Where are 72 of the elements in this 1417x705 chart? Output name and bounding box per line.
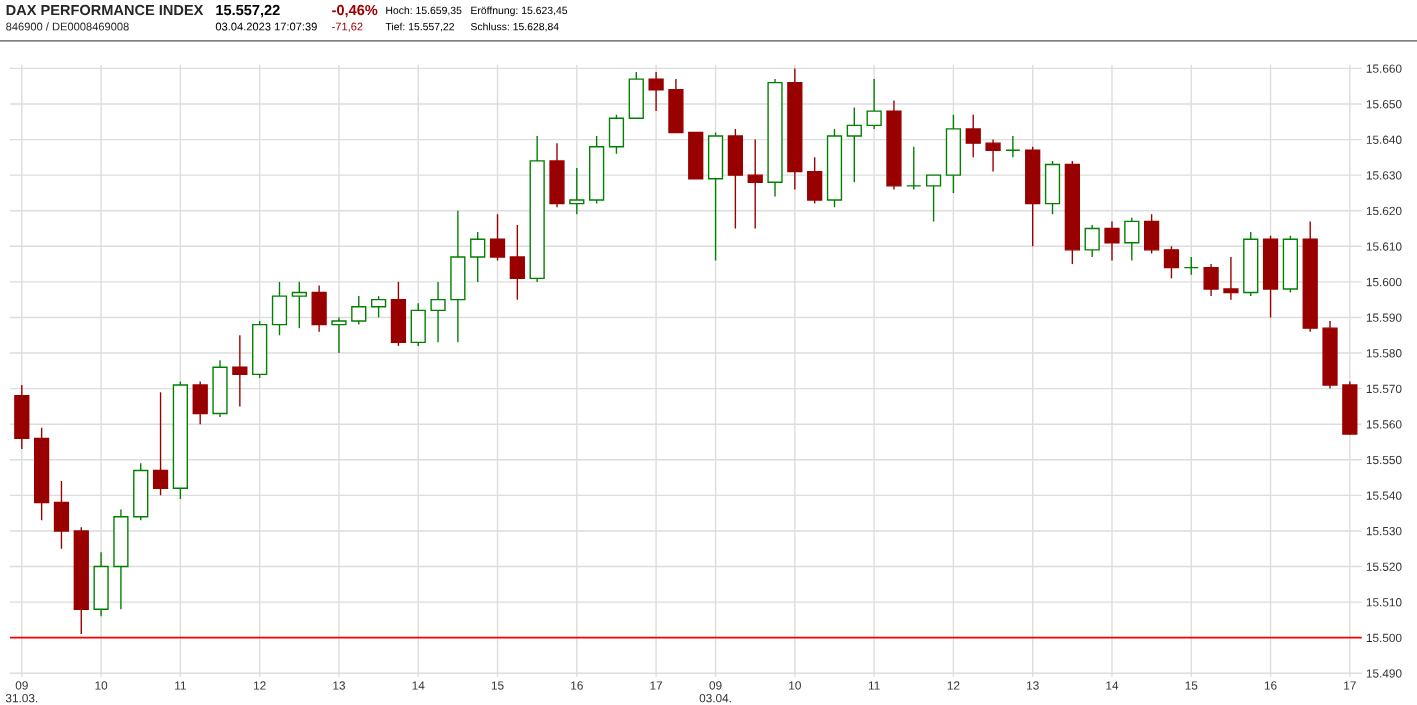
candlestick [1223,256,1239,301]
y-tick-label: 15.600 [1366,277,1402,287]
x-tick-label: 15 [491,681,504,690]
y-tick-label: 15.540 [1366,491,1402,500]
candlestick [985,138,1001,173]
candlestick [370,295,387,319]
y-tick-label: 15.560 [1366,420,1402,429]
y-tick-label: 15.550 [1366,455,1402,465]
x-tick-label: 11 [175,681,186,690]
y-tick-label: 15.510 [1366,598,1402,607]
candlestick [906,145,922,191]
text: Hoch: 15.659,35 [386,6,462,16]
candlestick [232,334,248,408]
x-tick-label: 12 [947,681,960,690]
x-tick-label: 14 [1106,681,1119,690]
candlestick [331,316,347,354]
candlestick [648,71,664,112]
x-tick-label: 17 [650,681,663,690]
x-tick-label: 09 31.03. [5,681,38,703]
y-tick-label: 15.640 [1366,135,1402,144]
candlestick [846,106,862,183]
chart-subtitle: 846900 / DE0008469008 [6,22,129,31]
y-tick-label: 15.530 [1366,526,1402,536]
y-tick-label: 15.590 [1366,313,1402,322]
candlestick [925,174,942,223]
x-tick-label: 15 [1185,681,1198,690]
y-tick-label: 15.630 [1366,171,1402,180]
text: Eröffnung: 15.623,45 [471,6,568,17]
y-tick-label: 15.660 [1366,64,1402,73]
x-tick-label: 13 [1027,681,1039,690]
candlestick [1124,217,1140,262]
candlestick [351,295,367,326]
x-tick-label: 12 [254,681,266,690]
candlestick [866,78,882,130]
candlestick [747,138,763,230]
text: Schluss: 15.628,84 [470,22,559,32]
candlestick [470,231,486,283]
x-tick-label: 16 [1264,681,1277,690]
y-tick-label: 15.500 [1366,633,1402,643]
candlestick [1203,263,1219,297]
y-tick-label: 15.650 [1366,100,1402,109]
y-tick-label: 15.610 [1366,242,1402,251]
x-tick-label: 09 03.04. [699,681,731,703]
candlestick [489,213,506,262]
x-tick-label: 16 [571,681,583,690]
chart-title: DAX PERFORMANCE INDEX [6,4,204,16]
y-tick-label: 15.520 [1366,562,1402,571]
text: -71,62 [332,22,363,32]
x-tick-label: 13 [333,681,345,690]
x-tick-label: 17 [1344,681,1356,690]
y-tick-label: 15.580 [1366,349,1402,358]
candlestick [569,167,585,215]
text: Tief: 15.557,22 [385,22,454,32]
text: 15.557,22 [216,4,280,18]
x-tick-label: 14 [412,681,425,690]
text: -0,46% [332,4,378,18]
candlestick [1104,220,1120,262]
candlestick [1163,245,1180,280]
x-tick-label: 10 [95,681,108,690]
y-tick-label: 15.570 [1366,384,1402,394]
y-tick-label: 15.490 [1366,669,1402,678]
text: 03.04.2023 17:07:39 [215,22,317,31]
candlestick [1084,224,1100,258]
candlestick [430,281,446,344]
x-tick-label: 10 [789,681,801,690]
candlestick [965,113,981,159]
candlestick [152,391,169,497]
candlestick [291,281,307,329]
candlestick [509,224,525,301]
x-tick-label: 11 [868,681,880,690]
candlestick [1005,135,1021,159]
y-tick-label: 15.620 [1366,206,1402,216]
